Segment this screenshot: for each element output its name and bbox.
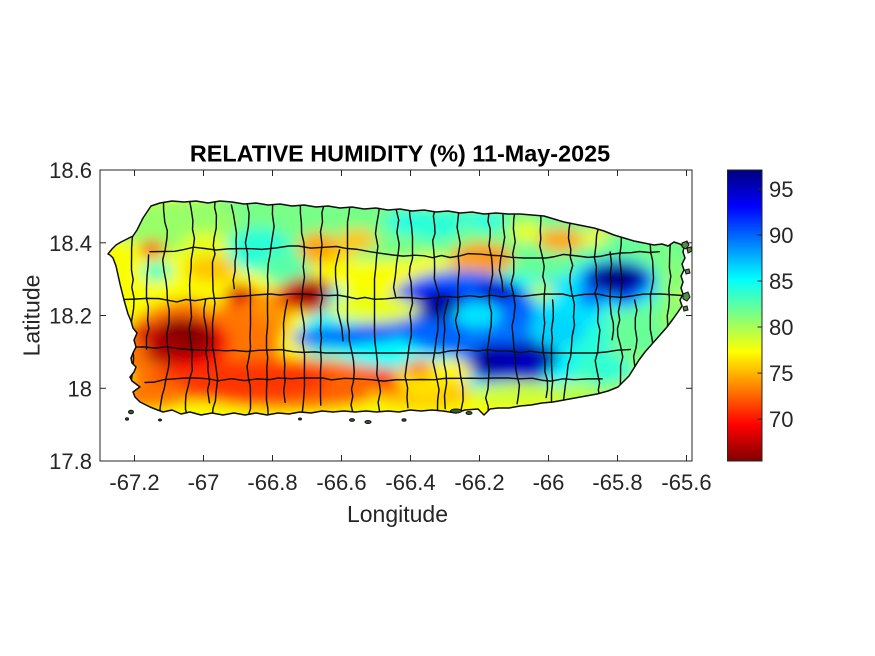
svg-text:17.8: 17.8 [49, 449, 92, 474]
svg-text:80: 80 [769, 315, 793, 340]
svg-text:18.2: 18.2 [49, 304, 92, 329]
svg-text:-66.2: -66.2 [454, 470, 504, 495]
svg-text:-67.2: -67.2 [109, 470, 159, 495]
svg-text:RELATIVE HUMIDITY (%) 11-May-2: RELATIVE HUMIDITY (%) 11-May-2025 [190, 141, 610, 167]
svg-text:70: 70 [769, 407, 793, 432]
svg-text:-67: -67 [188, 470, 220, 495]
svg-text:18: 18 [68, 376, 92, 401]
svg-text:18.4: 18.4 [49, 231, 92, 256]
svg-text:-66.4: -66.4 [385, 470, 435, 495]
svg-text:85: 85 [769, 269, 793, 294]
svg-text:95: 95 [769, 177, 793, 202]
svg-text:-65.8: -65.8 [592, 470, 642, 495]
svg-text:-66.8: -66.8 [247, 470, 297, 495]
svg-text:-66: -66 [533, 470, 565, 495]
svg-text:-66.6: -66.6 [316, 470, 366, 495]
svg-text:Latitude: Latitude [19, 275, 45, 357]
svg-text:90: 90 [769, 223, 793, 248]
svg-text:75: 75 [769, 361, 793, 386]
svg-text:18.6: 18.6 [49, 158, 92, 183]
svg-text:-65.6: -65.6 [661, 470, 711, 495]
svg-text:Longitude: Longitude [347, 501, 448, 527]
